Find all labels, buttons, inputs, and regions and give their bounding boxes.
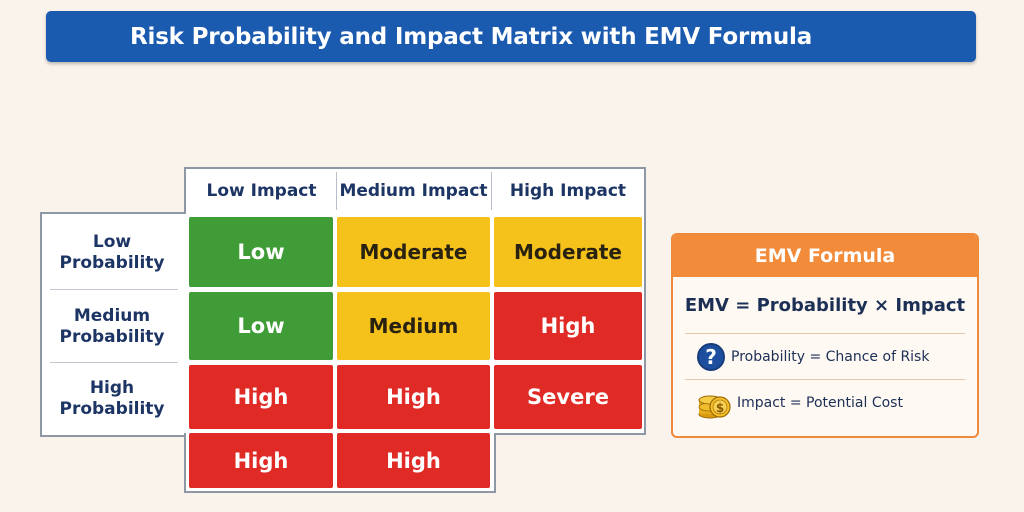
row-header-line: High [89, 378, 135, 398]
row-header-low-probability: Low Probability [44, 218, 180, 288]
risk-cell: High [189, 365, 333, 429]
column-header-medium-impact: Medium Impact [339, 181, 488, 201]
emv-divider [685, 333, 965, 334]
column-divider [336, 172, 337, 210]
column-divider [491, 172, 492, 210]
emv-divider [685, 379, 965, 380]
row-header-high-probability: High Probability [44, 364, 180, 434]
risk-cell: Moderate [494, 217, 642, 287]
row-header-line: Probability [59, 253, 165, 273]
risk-cell: Severe [494, 365, 642, 429]
risk-cell: High [337, 433, 490, 488]
title-banner: Risk Probability and Impact Matrix with … [46, 11, 976, 62]
emv-probability-text: Probability = Chance of Risk [731, 348, 930, 365]
row-header-line: Medium [73, 306, 151, 326]
row-header-medium-probability: Medium Probability [44, 292, 180, 362]
svg-text:$: $ [716, 401, 724, 415]
emv-equation: EMV = Probability × Impact [684, 294, 966, 316]
row-header-line: Low [92, 232, 132, 252]
risk-cell: Moderate [337, 217, 490, 287]
column-header-high-impact: High Impact [509, 181, 627, 201]
risk-cell: High [494, 292, 642, 360]
row-header-line: Probability [59, 327, 165, 347]
risk-cell: Medium [337, 292, 490, 360]
risk-cell: Low [189, 217, 333, 287]
emv-heading: EMV Formula [673, 235, 977, 277]
emv-impact-line: $ Impact = Potential Cost [673, 380, 977, 425]
row-divider [50, 362, 178, 363]
row-divider [50, 289, 178, 290]
emv-impact-text: Impact = Potential Cost [737, 394, 903, 411]
column-header-low-impact: Low Impact [206, 181, 317, 201]
question-icon: ? [697, 342, 725, 371]
risk-cell: Low [189, 292, 333, 360]
row-header-frame [40, 212, 186, 437]
page-title: Risk Probability and Impact Matrix with … [130, 23, 813, 50]
coins-icon: $ [698, 395, 731, 418]
risk-cell: High [189, 433, 333, 488]
risk-cell: High [337, 365, 490, 429]
emv-formula-box: EMV Formula EMV = Probability × Impact ?… [671, 233, 979, 438]
emv-probability-line: ? Probability = Chance of Risk [673, 334, 977, 379]
row-header-line: Probability [59, 399, 165, 419]
